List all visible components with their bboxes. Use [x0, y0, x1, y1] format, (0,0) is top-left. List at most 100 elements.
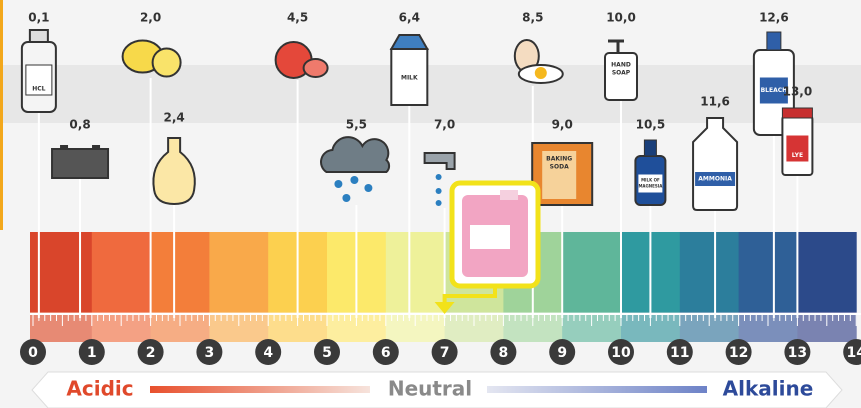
icon-carton: MILK	[389, 34, 430, 106]
ph-segment	[797, 232, 857, 312]
scale-marker	[314, 339, 340, 365]
ph-value-label: 4,5	[287, 11, 308, 25]
scale-marker	[843, 339, 861, 365]
shape	[390, 48, 429, 106]
icon-egg	[513, 39, 564, 84]
icon-text: HAND	[611, 62, 631, 69]
scale-label: 14	[846, 345, 861, 361]
legend-bar	[150, 386, 370, 393]
shape	[28, 29, 49, 43]
edge-accent	[0, 0, 3, 230]
ph-value-label: 10,5	[636, 118, 666, 132]
scale-marker	[608, 339, 634, 365]
shape	[643, 139, 657, 157]
scale-marker	[20, 339, 46, 365]
scale-label: 0	[28, 345, 38, 361]
shape	[51, 148, 110, 179]
ph-value-label: 2,4	[163, 111, 184, 125]
ph-value-label: 0,8	[69, 118, 90, 132]
scale-marker	[196, 339, 223, 365]
legend-neutral: Neutral	[388, 377, 472, 401]
scale-marker	[255, 339, 282, 365]
scale-marker	[490, 339, 517, 365]
icon-text: MAGNESIA	[638, 184, 663, 189]
scale-label: 10	[611, 345, 631, 361]
shape	[781, 107, 813, 119]
shape	[766, 31, 782, 51]
scale-marker	[137, 339, 164, 365]
ph-value-label: 9,0	[552, 118, 573, 132]
shape	[25, 64, 53, 96]
scale-label: 1	[87, 345, 97, 361]
ph-value-label: 13,0	[783, 85, 813, 99]
scale-label: 2	[146, 345, 156, 361]
icon-text: SODA	[550, 164, 569, 171]
shape	[60, 145, 69, 150]
ph-value-label: 10,0	[606, 11, 636, 25]
icon-cloud	[320, 136, 391, 202]
icon-lemon	[121, 39, 182, 78]
ph-segment	[150, 232, 210, 312]
shape	[638, 174, 663, 193]
scale-label: 4	[263, 345, 273, 361]
scale-marker	[431, 339, 458, 365]
icon-jar	[152, 137, 196, 206]
icon-tap	[423, 152, 456, 206]
icon-text: SOAP	[612, 70, 631, 77]
ph-segment	[385, 232, 446, 312]
shape	[435, 200, 442, 206]
ruler-segment	[30, 312, 93, 342]
icon-lye: LYE	[781, 107, 814, 176]
scale-label: 8	[499, 345, 509, 361]
shape	[435, 188, 442, 194]
icon-text: MILK OF	[641, 178, 660, 183]
ph-segment	[679, 232, 740, 312]
ph-value-label: 0,1	[28, 11, 49, 25]
icon-text: HCL	[32, 86, 45, 93]
ph-value-label: 8,5	[522, 11, 543, 25]
icon-battery	[51, 145, 110, 179]
shape	[435, 174, 442, 180]
shape	[759, 77, 788, 104]
ph-value-label: 11,6	[700, 95, 730, 109]
icon-text: AMMONIA	[698, 176, 732, 183]
shape	[334, 180, 343, 188]
shape	[423, 152, 456, 170]
legend-bar	[487, 386, 707, 393]
ph-value-label: 2,0	[140, 11, 161, 25]
ph-value-label: 12,6	[759, 11, 789, 25]
product-cap	[500, 190, 518, 200]
ph-segment	[562, 232, 622, 312]
product-label	[470, 225, 510, 249]
legend-arrow	[31, 371, 843, 408]
scale-marker	[784, 339, 811, 365]
shape	[608, 39, 624, 53]
shape	[695, 172, 736, 186]
shape	[786, 135, 809, 162]
icon-bottle: HCL	[20, 29, 57, 113]
icon-tomato	[274, 41, 329, 79]
scale-marker	[372, 339, 399, 365]
ph-segment	[738, 232, 798, 312]
ph-value-label: 5,5	[346, 118, 367, 132]
ph-value-label: 6,4	[399, 11, 420, 25]
shape	[320, 136, 391, 173]
scale-marker	[78, 339, 105, 365]
highlight-arrow	[442, 286, 497, 304]
shape	[151, 47, 182, 78]
ph-value-label: 7,0	[434, 118, 455, 132]
shape	[92, 145, 101, 150]
scale-marker	[666, 339, 693, 365]
scale-label: 13	[788, 345, 807, 361]
shape	[152, 137, 196, 206]
shape	[350, 176, 359, 184]
background-band	[0, 65, 861, 123]
shape	[534, 67, 547, 79]
shape	[364, 184, 373, 192]
icon-text: LYE	[792, 152, 803, 159]
shape	[542, 151, 577, 199]
scale-marker	[549, 339, 576, 365]
